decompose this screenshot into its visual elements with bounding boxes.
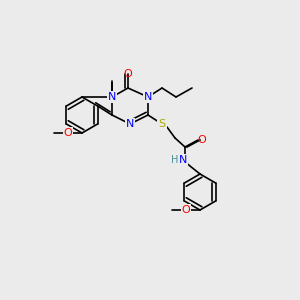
Text: S: S (158, 119, 166, 129)
Text: O: O (124, 69, 132, 79)
Text: N: N (144, 92, 152, 102)
Text: O: O (198, 135, 206, 145)
Text: N: N (179, 155, 187, 165)
Text: N: N (126, 119, 134, 129)
Text: N: N (108, 92, 116, 102)
Text: O: O (182, 205, 190, 215)
Text: H: H (171, 155, 179, 165)
Text: N: N (108, 92, 116, 102)
Text: O: O (64, 128, 72, 138)
